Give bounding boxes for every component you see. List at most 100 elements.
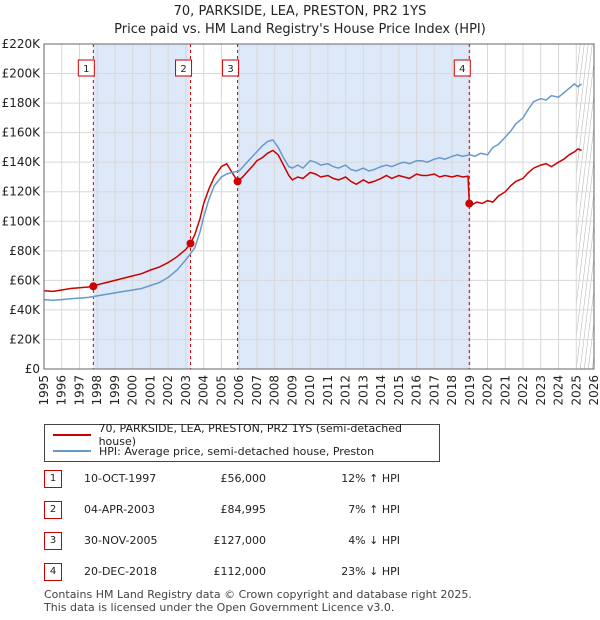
x-tick-label: 2018 [445, 375, 459, 406]
x-tick-label: 2022 [516, 375, 530, 406]
hatch-line [576, 189, 594, 339]
plot-frame [43, 43, 595, 370]
x-tick-label: 2019 [463, 375, 477, 406]
y-tick-label: £80K [9, 244, 41, 258]
hpi-line [43, 82, 583, 302]
axes [43, 43, 595, 370]
hatch-line [596, 44, 600, 369]
price-paid-line [43, 148, 582, 293]
sale-label-box [175, 59, 193, 77]
y-tick-label: £220K [2, 37, 42, 51]
hatch-line [576, 157, 594, 307]
x-tick-label: 2002 [161, 375, 175, 406]
sale-date: 10-OCT-1997 [84, 472, 157, 485]
legend-swatch-price [53, 434, 91, 436]
sale-label-text: 2 [180, 64, 186, 75]
sale-label-text: 1 [83, 64, 89, 75]
legend-swatch-hpi [53, 450, 91, 452]
x-tick-label: 2005 [214, 375, 228, 406]
legend-item-hpi: HPI: Average price, semi-detached house,… [53, 443, 374, 459]
sale-number-labels: 1 2 3 4 [77, 59, 471, 77]
series-lines [43, 82, 583, 302]
x-tick-label: 2016 [410, 375, 424, 406]
sale-number-badge: 1 [44, 470, 62, 488]
y-tick-label: £160K [2, 126, 42, 140]
y-tick-labels: £0 £20K £40K £60K £80K £100K £120K £140K £160K £1… [2, 37, 42, 376]
sale-date: 04-APR-2003 [84, 503, 156, 516]
legend-item-price: 70, PARKSIDE, LEA, PRESTON, PR2 1YS (sem… [53, 422, 439, 448]
y-tick-label: £140K [2, 155, 42, 169]
x-tick-label: 2025 [569, 375, 583, 406]
hatch-line [583, 287, 594, 369]
x-tick-label: 1997 [72, 375, 86, 406]
sale-price: £56,000 [220, 472, 267, 485]
hatch-line [579, 254, 594, 369]
sale-hpi-change: 7% ↑ HPI [348, 503, 400, 516]
x-tick-label: 2023 [534, 375, 548, 406]
sale-point [186, 239, 195, 248]
legend-label-hpi: HPI: Average price, semi-detached house,… [99, 444, 375, 458]
sale-date: 30-NOV-2005 [84, 534, 158, 547]
x-tick-label: 2003 [179, 375, 193, 406]
x-tick-label: 2001 [143, 375, 157, 406]
shaded-period [237, 44, 470, 369]
sale-hpi-change: 23% ↓ HPI [341, 565, 400, 578]
y-tick-label: £60K [9, 273, 41, 287]
x-tick-label: 2021 [498, 375, 512, 406]
footer-licence: This data is licensed under the Open Gov… [44, 601, 395, 614]
sale-hpi-change: 12% ↑ HPI [341, 472, 400, 485]
hatch-line [576, 44, 593, 177]
sale-row: 3 30-NOV-2005 £127,000 4% ↓ HPI [44, 532, 564, 550]
chart: 1 2 3 4 £0 £20K £40K £60K £80K £100K £120K £140K £1… [2, 37, 600, 406]
y-tick-label: £0 [25, 362, 40, 376]
sale-label-box [453, 59, 471, 77]
x-tick-label: 2012 [339, 375, 353, 406]
hatch-line [576, 44, 589, 144]
x-tick-label: 2007 [250, 375, 264, 406]
chart-title: 70, PARKSIDE, LEA, PRESTON, PR2 1YS [173, 4, 427, 19]
x-tick-label: 1996 [55, 375, 69, 406]
legend: 70, PARKSIDE, LEA, PRESTON, PR2 1YS (sem… [44, 422, 440, 462]
sale-date: 20-DEC-2018 [84, 565, 158, 578]
x-tick-label: 2010 [303, 375, 317, 406]
x-tick-label: 1995 [37, 375, 51, 406]
shaded-periods [44, 44, 594, 369]
y-tick-label: £120K [2, 185, 42, 199]
x-tick-label: 2000 [126, 375, 140, 406]
sale-number-badge: 4 [44, 563, 62, 581]
sale-number-badge: 2 [44, 501, 62, 519]
y-tick-label: £40K [9, 303, 41, 317]
hatch-line [576, 222, 594, 369]
sale-label-text: 3 [227, 64, 233, 75]
x-tick-label: 2020 [481, 375, 495, 406]
y-tick-label: £180K [2, 96, 42, 110]
sale-price: £127,000 [213, 534, 267, 547]
x-tick-label: 2009 [285, 375, 299, 406]
y-tick-label: £200K [2, 67, 42, 81]
sale-point [89, 282, 98, 291]
sale-price: £84,995 [220, 503, 267, 516]
sale-markers [89, 177, 474, 291]
x-tick-label: 2006 [232, 375, 246, 406]
y-tick-label: £100K [2, 214, 42, 228]
sale-row: 4 20-DEC-2018 £112,000 23% ↓ HPI [44, 563, 564, 581]
sale-point [233, 177, 242, 186]
footer-copyright: Contains HM Land Registry data © Crown c… [44, 588, 472, 601]
x-tick-label: 1999 [108, 375, 122, 406]
sale-point [465, 199, 474, 208]
x-tick-label: 2017 [427, 375, 441, 406]
sale-price: £112,000 [213, 565, 267, 578]
x-tick-label: 2014 [374, 375, 388, 406]
y-tick-label: £20K [9, 332, 41, 346]
sale-hpi-change: 4% ↓ HPI [348, 534, 400, 547]
chart-subtitle: Price paid vs. HM Land Registry's House … [114, 22, 486, 37]
x-tick-label: 2024 [552, 375, 566, 406]
x-tick-label: 2013 [356, 375, 370, 406]
shaded-period [93, 44, 191, 369]
x-tick-label: 2008 [268, 375, 282, 406]
hatch-line [576, 59, 594, 209]
x-tick-label: 2026 [587, 375, 600, 406]
x-tick-label: 2011 [321, 375, 335, 406]
sale-row: 2 04-APR-2003 £84,995 7% ↑ HPI [44, 501, 564, 519]
hatch-line [576, 124, 594, 274]
